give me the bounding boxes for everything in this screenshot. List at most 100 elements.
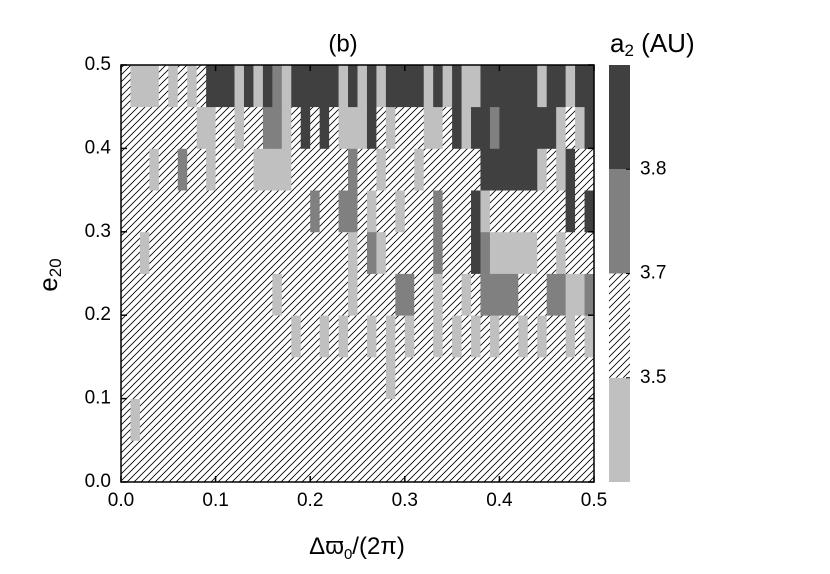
cell [281,315,292,358]
cell [130,65,141,108]
colorbar-segment [609,169,630,274]
cell [452,106,462,149]
cell [527,273,538,316]
cell [121,440,131,483]
cell [480,356,491,399]
cell [357,106,368,149]
cell [177,398,188,441]
cell [527,106,538,149]
cell [319,231,330,274]
cell [546,65,557,108]
cell [508,148,519,191]
cell [442,315,453,358]
cell [423,106,434,149]
colorbar-tick-label: 3.8 [640,158,666,179]
cell [357,440,368,483]
colorbar-label: a2 (AU) [610,28,695,61]
cell [310,106,321,149]
cell [423,148,434,191]
cell [414,356,425,399]
cell [300,273,311,316]
cell [225,231,235,274]
cell [234,106,245,149]
cell [149,356,160,399]
cell [187,65,198,108]
colorbar-segment [609,273,630,378]
cell [480,106,491,149]
cell [348,106,358,149]
cell [584,231,595,274]
cell [546,106,557,149]
cell [452,398,462,441]
cell [291,106,302,149]
cell [489,231,500,274]
cell [433,440,444,483]
cell [348,231,358,274]
cell [480,190,491,233]
cell [584,190,595,233]
cell [404,356,415,399]
cell [234,190,245,233]
cell [196,231,207,274]
cell [243,356,254,399]
cell [565,273,576,316]
cell [272,440,283,483]
cell [395,440,406,483]
cell [518,273,529,316]
cell [310,398,321,441]
cell [300,190,311,233]
cell [319,148,330,191]
cell [414,190,425,233]
cell [584,398,595,441]
cell [366,398,377,441]
cell [508,440,519,483]
cell [310,315,321,358]
cell [243,65,254,108]
cell [537,106,548,149]
cell [272,356,283,399]
cell [376,190,387,233]
cell [158,356,169,399]
cell [196,190,207,233]
cell [225,65,235,108]
cell [149,190,160,233]
cell [243,315,254,358]
cell [471,231,481,274]
cell [319,273,330,316]
cell [433,190,444,233]
cell [168,356,179,399]
cell [196,315,207,358]
cell [215,106,226,149]
cell [196,148,207,191]
cell [310,65,321,108]
cell [556,273,567,316]
cell [385,190,396,233]
cell [518,315,529,358]
cell [149,231,160,274]
cell [404,398,415,441]
cell [357,356,368,399]
cell [300,231,311,274]
cell [395,315,406,358]
cell [348,190,358,233]
cell [253,190,264,233]
x-tick-label: 0.2 [297,490,323,511]
cell [139,231,150,274]
cell [149,106,160,149]
cell [130,148,141,191]
cell [414,273,425,316]
cell [442,148,453,191]
cell [414,106,425,149]
cell [489,356,500,399]
cell [319,106,330,149]
y-tick-label: 0.0 [85,471,111,492]
cell [243,440,254,483]
cell [187,398,198,441]
cell [546,356,557,399]
cell [489,65,500,108]
cell [121,231,131,274]
cell [300,398,311,441]
cell [319,65,330,108]
cell [565,356,576,399]
